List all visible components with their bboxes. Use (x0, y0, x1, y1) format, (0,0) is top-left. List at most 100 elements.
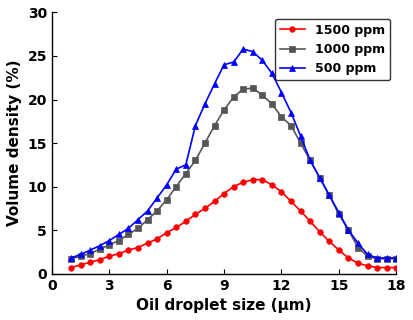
1500 ppm (394, 266, 399, 269)
500 ppm (193, 124, 198, 128)
500 ppm (289, 111, 294, 115)
1000 ppm (88, 252, 93, 256)
1500 ppm (308, 220, 313, 223)
1000 ppm (308, 158, 313, 162)
1000 ppm (337, 212, 342, 216)
Line: 1500 ppm: 1500 ppm (68, 177, 399, 270)
1000 ppm (78, 254, 83, 258)
1000 ppm (154, 209, 159, 213)
500 ppm (107, 239, 112, 243)
1500 ppm (78, 263, 83, 267)
500 ppm (145, 209, 150, 213)
1000 ppm (69, 257, 74, 261)
1500 ppm (164, 231, 169, 235)
1500 ppm (241, 180, 246, 184)
500 ppm (365, 252, 370, 256)
500 ppm (241, 47, 246, 51)
1500 ppm (375, 266, 380, 269)
500 ppm (394, 256, 399, 260)
1000 ppm (126, 233, 131, 236)
1500 ppm (289, 199, 294, 203)
500 ppm (327, 193, 332, 197)
500 ppm (135, 218, 140, 221)
1500 ppm (145, 241, 150, 245)
1500 ppm (202, 206, 207, 210)
1500 ppm (88, 260, 93, 264)
500 ppm (154, 196, 159, 200)
1500 ppm (317, 230, 322, 234)
1000 ppm (222, 108, 227, 112)
1000 ppm (174, 185, 179, 188)
1500 ppm (135, 245, 140, 249)
1500 ppm (116, 252, 121, 256)
1000 ppm (346, 228, 351, 232)
Legend: 1500 ppm, 1000 ppm, 500 ppm: 1500 ppm, 1000 ppm, 500 ppm (275, 19, 390, 80)
1000 ppm (202, 141, 207, 145)
1500 ppm (126, 248, 131, 252)
1500 ppm (327, 239, 332, 243)
500 ppm (126, 227, 131, 230)
1000 ppm (260, 93, 265, 97)
Line: 500 ppm: 500 ppm (67, 45, 400, 261)
1000 ppm (135, 227, 140, 230)
500 ppm (212, 82, 217, 86)
500 ppm (202, 102, 207, 106)
1000 ppm (164, 198, 169, 202)
1000 ppm (193, 158, 198, 162)
500 ppm (269, 71, 274, 75)
X-axis label: Oil droplet size (μm): Oil droplet size (μm) (136, 298, 312, 313)
500 ppm (250, 50, 255, 53)
500 ppm (298, 134, 303, 138)
1500 ppm (174, 226, 179, 229)
1000 ppm (250, 86, 255, 90)
1000 ppm (107, 243, 112, 247)
500 ppm (317, 176, 322, 180)
500 ppm (231, 60, 236, 64)
1000 ppm (317, 176, 322, 180)
1500 ppm (250, 178, 255, 181)
1000 ppm (394, 257, 399, 261)
1000 ppm (289, 124, 294, 128)
1500 ppm (154, 237, 159, 241)
1500 ppm (69, 266, 74, 269)
1500 ppm (222, 192, 227, 196)
1000 ppm (97, 247, 102, 251)
500 ppm (174, 167, 179, 171)
500 ppm (164, 183, 169, 187)
500 ppm (375, 256, 380, 260)
1500 ppm (298, 209, 303, 213)
1500 ppm (260, 178, 265, 181)
500 ppm (384, 256, 389, 260)
500 ppm (222, 63, 227, 67)
1000 ppm (241, 87, 246, 91)
1500 ppm (193, 212, 198, 216)
500 ppm (356, 241, 361, 245)
500 ppm (337, 211, 342, 215)
500 ppm (279, 91, 284, 94)
1000 ppm (116, 239, 121, 243)
1500 ppm (269, 183, 274, 187)
1500 ppm (183, 220, 188, 223)
1000 ppm (384, 257, 389, 261)
1500 ppm (212, 199, 217, 203)
1000 ppm (375, 257, 380, 261)
1000 ppm (269, 102, 274, 106)
1500 ppm (337, 248, 342, 252)
500 ppm (308, 158, 313, 162)
1000 ppm (145, 218, 150, 221)
1000 ppm (298, 141, 303, 145)
1500 ppm (356, 261, 361, 265)
1000 ppm (231, 95, 236, 99)
1500 ppm (346, 256, 351, 260)
1000 ppm (279, 115, 284, 119)
500 ppm (78, 252, 83, 256)
1000 ppm (183, 172, 188, 175)
Y-axis label: Volume density (%): Volume density (%) (7, 60, 22, 226)
1000 ppm (365, 254, 370, 258)
500 ppm (88, 248, 93, 252)
500 ppm (260, 59, 265, 62)
Line: 1000 ppm: 1000 ppm (68, 85, 399, 262)
500 ppm (69, 256, 74, 260)
500 ppm (183, 163, 188, 167)
1500 ppm (384, 266, 389, 269)
